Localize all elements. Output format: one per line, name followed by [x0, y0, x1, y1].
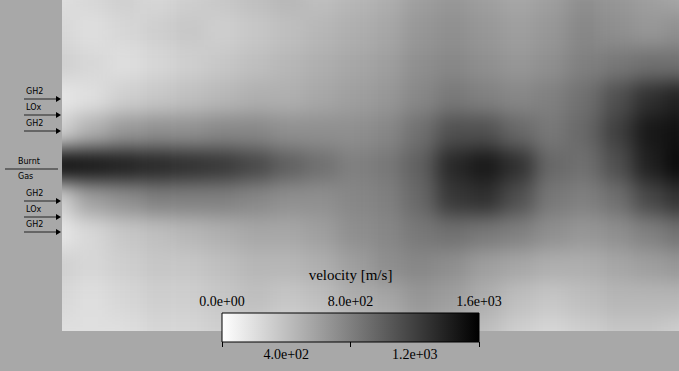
svg-text:4.0e+02: 4.0e+02 [263, 347, 309, 362]
html-text:GH2: GH2 [26, 189, 44, 198]
svg-text:1.2e+03: 1.2e+03 [392, 347, 438, 362]
html-text:GH2: GH2 [26, 220, 44, 229]
html-text:GH2: GH2 [26, 119, 44, 128]
html-text:GH2: GH2 [26, 87, 44, 96]
svg-text:8.0e+02: 8.0e+02 [328, 294, 374, 309]
html-text:Burnt: Burnt [18, 157, 40, 166]
svg-text:1.6e+03: 1.6e+03 [456, 294, 502, 309]
svg-text:0.0e+00: 0.0e+00 [199, 294, 245, 309]
html-text:Gas: Gas [18, 172, 34, 181]
html-text:LOx: LOx [26, 205, 42, 214]
svg-text:velocity [m/s]: velocity [m/s] [309, 267, 393, 283]
html-text:LOx: LOx [26, 103, 42, 112]
